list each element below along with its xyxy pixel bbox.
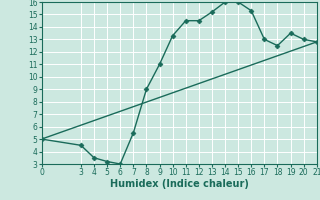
X-axis label: Humidex (Indice chaleur): Humidex (Indice chaleur) bbox=[110, 179, 249, 189]
